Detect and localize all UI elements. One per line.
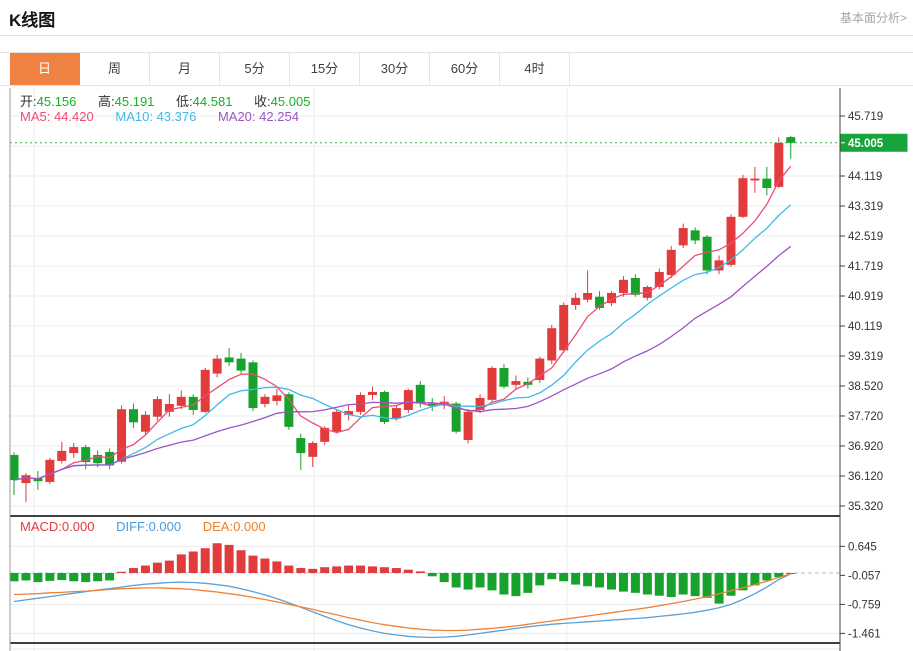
svg-text:-0.759: -0.759 bbox=[848, 599, 881, 611]
tab-60min[interactable]: 60分 bbox=[430, 53, 500, 85]
tab-daily[interactable]: 日 bbox=[10, 53, 80, 85]
svg-text:40.919: 40.919 bbox=[848, 291, 883, 303]
tab-5min[interactable]: 5分 bbox=[220, 53, 290, 85]
svg-text:-1.461: -1.461 bbox=[848, 628, 881, 640]
candles bbox=[9, 135, 796, 503]
svg-text:45.719: 45.719 bbox=[848, 111, 883, 123]
svg-text:37.720: 37.720 bbox=[848, 411, 883, 423]
fundamental-analysis-link[interactable]: 基本面分析> bbox=[839, 11, 907, 25]
svg-text:35.320: 35.320 bbox=[848, 501, 883, 513]
svg-text:0.645: 0.645 bbox=[848, 541, 877, 553]
svg-text:41.719: 41.719 bbox=[848, 261, 883, 273]
pane-borders bbox=[9, 88, 841, 651]
svg-text:-0.057: -0.057 bbox=[848, 570, 881, 582]
svg-text:36.920: 36.920 bbox=[848, 441, 883, 453]
svg-text:40.119: 40.119 bbox=[848, 321, 882, 333]
svg-text:39.319: 39.319 bbox=[848, 351, 883, 363]
ma20-line bbox=[13, 245, 792, 481]
header-divider bbox=[0, 35, 913, 36]
macd-axis-labels: 0.645 -0.057 -0.759 -1.461 bbox=[840, 541, 881, 640]
tab-weekly[interactable]: 周 bbox=[80, 53, 150, 85]
svg-text:38.520: 38.520 bbox=[848, 381, 883, 393]
interval-tabbar: 日 周 月 5分 15分 30分 60分 4时 bbox=[0, 52, 913, 86]
ma5-line bbox=[13, 165, 792, 481]
svg-text:43.319: 43.319 bbox=[848, 201, 883, 213]
macd-histogram bbox=[9, 543, 796, 604]
svg-text:36.120: 36.120 bbox=[848, 471, 883, 483]
diff-line bbox=[13, 573, 792, 639]
ma10-line bbox=[13, 204, 792, 481]
price-axis-labels: 45.719 44.119 43.319 42.519 41.719 40.919 40.1… bbox=[840, 111, 883, 513]
tab-4hour[interactable]: 4时 bbox=[500, 53, 570, 85]
tab-monthly[interactable]: 月 bbox=[150, 53, 220, 85]
interval-tabs: 日 周 月 5分 15分 30分 60分 4时 bbox=[10, 53, 570, 85]
current-price-badge: 45.005 bbox=[840, 133, 908, 152]
tab-15min[interactable]: 15分 bbox=[290, 53, 360, 85]
svg-text:42.519: 42.519 bbox=[848, 231, 883, 243]
svg-text:45.005: 45.005 bbox=[848, 138, 884, 150]
svg-text:44.119: 44.119 bbox=[848, 171, 882, 183]
tab-30min[interactable]: 30分 bbox=[360, 53, 430, 85]
page-title: K线图 bbox=[9, 11, 56, 30]
dea-line bbox=[13, 573, 791, 632]
price-gridlines bbox=[10, 88, 840, 651]
